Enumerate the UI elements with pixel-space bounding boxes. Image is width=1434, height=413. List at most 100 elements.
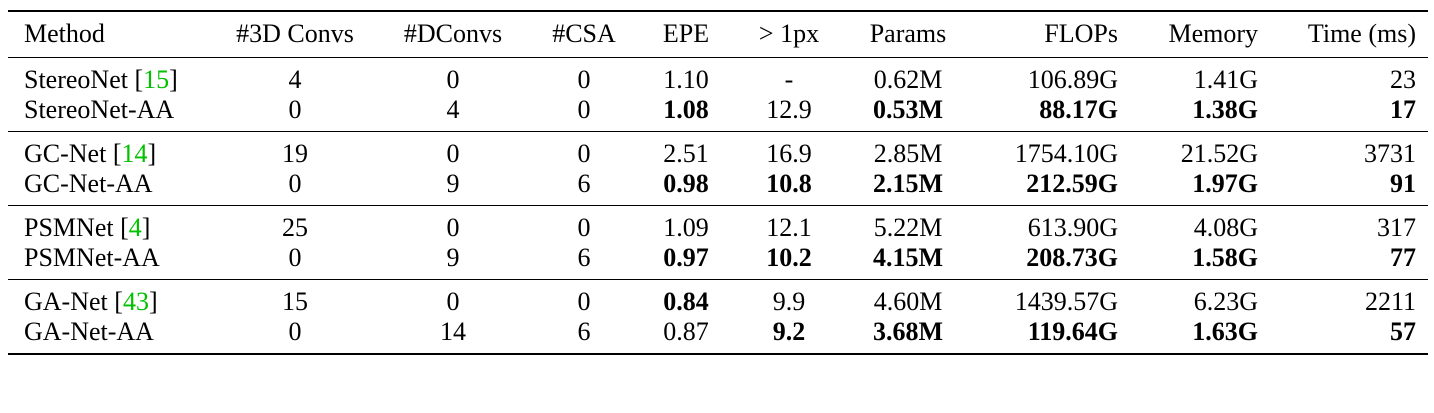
method-name: GA-Net <box>24 286 108 316</box>
cell-dconvs: 0 <box>446 286 460 316</box>
cell-csa: 0 <box>577 212 591 242</box>
table-row: PSMNet-AA 0 9 6 0.97 10.2 4.15M 208.73G 1.58G 77 <box>8 243 1428 280</box>
method-name: GC-Net-AA <box>24 168 153 198</box>
cell-flops: 88.17G <box>1039 94 1118 124</box>
cell-time: 2211 <box>1364 286 1416 316</box>
cell-epe: 1.10 <box>663 64 709 94</box>
cell-epe: 2.51 <box>663 138 709 168</box>
method-name: StereoNet <box>24 64 128 94</box>
cell-epe: 0.97 <box>663 242 709 272</box>
cell-3d-convs: 0 <box>288 316 302 346</box>
cell-memory: 1.41G <box>1193 64 1258 94</box>
table-row: StereoNet [15] 4 0 0 1.10 - 0.62M 106.89G 1.41G 2… <box>8 57 1428 95</box>
header-flops: FLOPs <box>1044 19 1118 49</box>
cell-1px: 10.8 <box>766 168 812 198</box>
cell-epe: 0.98 <box>663 168 709 198</box>
cell-time: 57 <box>1390 316 1416 346</box>
cell-time: 317 <box>1377 212 1416 242</box>
cell-params: 2.85M <box>873 138 943 168</box>
header-epe: EPE <box>662 19 710 49</box>
table-row: GC-Net-AA 0 9 6 0.98 10.8 2.15M 212.59G 1.97G 91 <box>8 169 1428 206</box>
cell-method: PSMNet [4] <box>24 212 151 242</box>
cell-flops: 208.73G <box>1026 242 1118 272</box>
cell-dconvs: 0 <box>446 138 460 168</box>
method-name: GC-Net <box>24 138 107 168</box>
cell-1px: - <box>784 64 794 94</box>
table-row: PSMNet [4] 25 0 0 1.09 12.1 5.22M 613.90G 4.08G 3… <box>8 205 1428 243</box>
cell-1px: 10.2 <box>766 242 812 272</box>
cell-3d-convs: 19 <box>282 138 308 168</box>
header-csa: #CSA <box>552 19 616 49</box>
cell-csa: 6 <box>577 242 591 272</box>
cell-method: GC-Net [14] <box>24 138 157 168</box>
cell-epe: 0.84 <box>663 286 709 316</box>
cell-1px: 12.1 <box>766 212 812 242</box>
cell-csa: 0 <box>577 94 591 124</box>
cell-params: 0.53M <box>872 94 944 124</box>
cell-method: StereoNet-AA <box>8 95 214 132</box>
cell-memory: 1.63G <box>1192 316 1258 346</box>
cell-params: 2.15M <box>872 168 944 198</box>
method-name: PSMNet <box>24 212 114 242</box>
table-row: GC-Net [14] 19 0 0 2.51 16.9 2.85M 1754.10G 21.5… <box>8 131 1428 169</box>
cell-memory: 21.52G <box>1180 138 1258 168</box>
cell-memory: 6.23G <box>1193 286 1258 316</box>
header-memory: Memory <box>1168 19 1258 49</box>
cell-csa: 0 <box>577 138 591 168</box>
table-row: StereoNet-AA 0 4 0 1.08 12.9 0.53M 88.17G 1.38G 1… <box>8 95 1428 132</box>
cell-params: 0.62M <box>873 64 943 94</box>
cell-csa: 0 <box>577 286 591 316</box>
header-row: Method #3D Convs #DConvs #CSA EPE > 1px … <box>8 11 1428 57</box>
cell-method: PSMNet-AA <box>8 243 214 280</box>
citation-link[interactable]: 4 <box>128 212 142 242</box>
cell-3d-convs: 0 <box>288 168 302 198</box>
header-params: Params <box>869 19 947 49</box>
cell-method: StereoNet [15] <box>24 64 178 94</box>
header-dconvs: #DConvs <box>403 19 503 49</box>
citation-link[interactable]: 43 <box>122 286 149 316</box>
cell-1px: 12.9 <box>766 94 812 124</box>
cell-time: 77 <box>1390 242 1416 272</box>
citation-link[interactable]: 14 <box>121 138 148 168</box>
header-1px: > 1px <box>758 19 820 49</box>
citation-link[interactable]: 15 <box>143 64 170 94</box>
cell-dconvs: 0 <box>446 212 460 242</box>
cell-3d-convs: 4 <box>288 64 302 94</box>
cell-1px: 16.9 <box>766 138 812 168</box>
cell-time: 91 <box>1390 168 1416 198</box>
cell-time: 17 <box>1390 94 1416 124</box>
cell-epe: 1.08 <box>663 94 709 124</box>
cell-params: 4.60M <box>873 286 943 316</box>
cell-3d-convs: 0 <box>288 94 302 124</box>
cell-params: 5.22M <box>873 212 943 242</box>
header-time: Time (ms) <box>1307 19 1416 49</box>
cell-csa: 6 <box>577 316 591 346</box>
table-body: StereoNet [15] 4 0 0 1.10-0.62M 106.89G 1.41G 2… <box>8 57 1428 354</box>
cell-flops: 119.64G <box>1027 316 1118 346</box>
method-name: GA-Net-AA <box>24 316 154 346</box>
cell-dconvs: 4 <box>446 94 460 124</box>
cell-dconvs: 9 <box>446 168 460 198</box>
results-table: Method #3D Convs #DConvs #CSA EPE > 1px … <box>8 10 1428 355</box>
cell-flops: 1754.10G <box>1014 138 1118 168</box>
cell-method: GC-Net-AA <box>8 169 214 206</box>
cell-csa: 0 <box>577 64 591 94</box>
cell-memory: 1.97G <box>1192 168 1258 198</box>
cell-epe: 1.09 <box>663 212 709 242</box>
cell-1px: 9.9 <box>772 286 806 316</box>
cell-flops: 106.89G <box>1027 64 1118 94</box>
cell-3d-convs: 0 <box>288 242 302 272</box>
cell-time: 23 <box>1390 64 1416 94</box>
cell-memory: 1.38G <box>1192 94 1258 124</box>
cell-params: 4.15M <box>872 242 944 272</box>
cell-dconvs: 0 <box>446 64 460 94</box>
method-name: PSMNet-AA <box>24 242 160 272</box>
cell-1px: 9.2 <box>772 316 806 346</box>
cell-flops: 1439.57G <box>1014 286 1118 316</box>
cell-method: GA-Net [43] <box>24 286 158 316</box>
cell-time: 3731 <box>1364 138 1416 168</box>
cell-epe: 0.87 <box>663 316 709 346</box>
cell-csa: 6 <box>577 168 591 198</box>
cell-dconvs: 9 <box>446 242 460 272</box>
